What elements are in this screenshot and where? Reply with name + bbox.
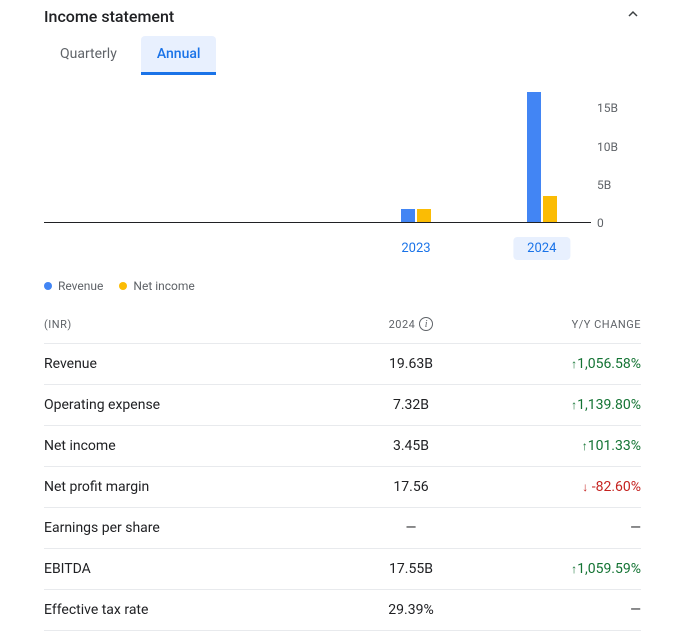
metric-value: 7.32B — [341, 397, 481, 413]
table-row: Revenue19.63B↑1,056.58% — [44, 344, 641, 385]
financials-table: (INR) 2024 i Y/Y CHANGE Revenue19.63B↑1,… — [8, 305, 677, 631]
metric-value: 3.45B — [341, 438, 481, 454]
metric-label: Earnings per share — [44, 520, 341, 536]
table-row: Net income3.45B↑101.33% — [44, 426, 641, 467]
x-tick-label[interactable]: 2023 — [387, 237, 444, 260]
metric-value: 17.55B — [341, 561, 481, 577]
table-header-row: (INR) 2024 i Y/Y CHANGE — [44, 305, 641, 344]
metric-label: Revenue — [44, 356, 341, 372]
table-row: Earnings per share—— — [44, 508, 641, 549]
table-row: Operating expense7.32B↑1,139.80% — [44, 385, 641, 426]
info-icon[interactable]: i — [419, 317, 433, 331]
legend-dot-icon — [44, 282, 52, 290]
metric-value: — — [341, 520, 481, 536]
bar — [401, 209, 415, 222]
chart-y-axis: 05B10B15B — [591, 93, 641, 223]
legend-dot-icon — [119, 282, 127, 290]
metric-change: ↑1,056.58% — [481, 356, 641, 372]
legend-label: Revenue — [58, 279, 103, 293]
x-tick-label[interactable]: 2024 — [513, 237, 570, 260]
currency-label: (INR) — [44, 318, 341, 331]
bar-group[interactable] — [527, 92, 557, 222]
metric-value: 29.39% — [341, 602, 481, 618]
metric-value: 17.56 — [341, 479, 481, 495]
metric-change: ↓ -82.60% — [481, 479, 641, 495]
value-column-header: 2024 i — [341, 317, 481, 331]
period-tabs: Quarterly Annual — [8, 32, 677, 75]
income-statement-panel: Income statement Quarterly Annual 0 5B 10B… — [0, 0, 685, 631]
metric-change: ↑1,139.80% — [481, 397, 641, 413]
legend-item-revenue: Revenue — [44, 279, 103, 293]
table-row: Net profit margin17.56↓ -82.60% — [44, 467, 641, 508]
chart-x-axis: 2023 2024 — [44, 229, 591, 263]
chart-plot-area — [44, 93, 591, 223]
metric-label: EBITDA — [44, 561, 341, 577]
y-tick-label: 10B — [597, 140, 618, 154]
legend-item-net-income: Net income — [119, 279, 194, 293]
y-tick-label: 15B — [597, 101, 618, 115]
legend-label: Net income — [133, 279, 194, 293]
metric-label: Operating expense — [44, 397, 341, 413]
metric-change: ↑101.33% — [481, 438, 641, 454]
metric-value: 19.63B — [341, 356, 481, 372]
table-row: EBITDA17.55B↑1,059.59% — [44, 549, 641, 590]
bar — [543, 196, 557, 222]
tab-annual[interactable]: Annual — [141, 36, 217, 75]
table-row: Effective tax rate29.39%— — [44, 590, 641, 631]
metric-change: — — [481, 602, 641, 618]
panel-title: Income statement — [44, 7, 174, 26]
bar — [527, 92, 541, 222]
tab-quarterly[interactable]: Quarterly — [44, 36, 133, 75]
panel-header[interactable]: Income statement — [8, 0, 677, 32]
metric-label: Effective tax rate — [44, 602, 341, 618]
bar-group[interactable] — [401, 209, 431, 222]
change-column-header: Y/Y CHANGE — [481, 318, 641, 331]
metric-label: Net profit margin — [44, 479, 341, 495]
y-tick-label: 0 — [597, 216, 604, 230]
chevron-up-icon[interactable] — [625, 6, 641, 26]
metric-label: Net income — [44, 438, 341, 454]
metric-change: — — [481, 520, 641, 536]
bar-chart: 0 5B 10B 15B 2023 2024 — [44, 93, 641, 263]
bar — [417, 209, 431, 222]
y-tick-label: 5B — [597, 178, 611, 192]
metric-change: ↑1,059.59% — [481, 561, 641, 577]
chart-legend: Revenue Net income — [8, 273, 677, 305]
